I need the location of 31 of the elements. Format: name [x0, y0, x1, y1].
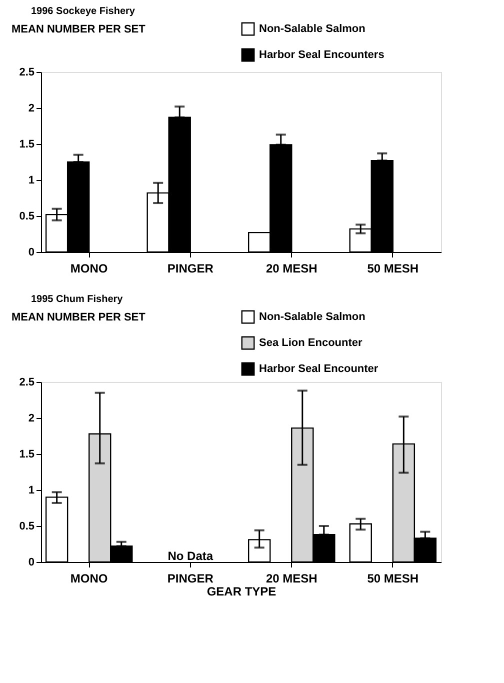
x-tick-label: 20 MESH — [266, 572, 318, 586]
y-tick-label: 0 — [28, 246, 34, 258]
legend-label: Sea Lion Encounter — [259, 337, 364, 349]
y-tick-label: 0.5 — [19, 520, 34, 532]
legend-label: Harbor Seal Encounter — [259, 363, 379, 375]
legend-label: Non-Salable Salmon — [259, 23, 366, 35]
y-axis-title: MEAN NUMBER PER SET — [12, 312, 146, 324]
y-tick-label: 2.5 — [19, 376, 34, 388]
x-tick-label: 50 MESH — [367, 572, 419, 586]
x-tick-label: MONO — [70, 572, 108, 586]
y-tick-label: 1 — [28, 484, 34, 496]
x-tick-label: 50 MESH — [367, 262, 419, 276]
y-tick-label: 1.5 — [19, 448, 34, 460]
chart-title: 1995 Chum Fishery — [31, 294, 124, 305]
legend-label: Non-Salable Salmon — [259, 311, 366, 323]
y-tick-label: 2 — [28, 102, 34, 114]
y-tick-label: 2 — [28, 412, 34, 424]
chart-title: 1996 Sockeye Fishery — [31, 6, 136, 17]
y-tick-label: 1 — [28, 174, 34, 186]
y-tick-label: 0 — [28, 556, 34, 568]
x-tick-label: MONO — [70, 262, 108, 276]
y-axis-title: MEAN NUMBER PER SET — [12, 24, 146, 36]
x-tick-label: 20 MESH — [266, 262, 318, 276]
annotation: No Data — [168, 549, 214, 563]
legend-label: Harbor Seal Encounters — [259, 49, 384, 61]
y-tick-label: 2.5 — [19, 66, 34, 78]
x-axis-title: GEAR TYPE — [206, 584, 276, 598]
x-tick-label: PINGER — [167, 262, 214, 276]
x-tick-label: PINGER — [167, 572, 214, 586]
y-tick-label: 1.5 — [19, 138, 34, 150]
y-tick-label: 0.5 — [19, 210, 34, 222]
